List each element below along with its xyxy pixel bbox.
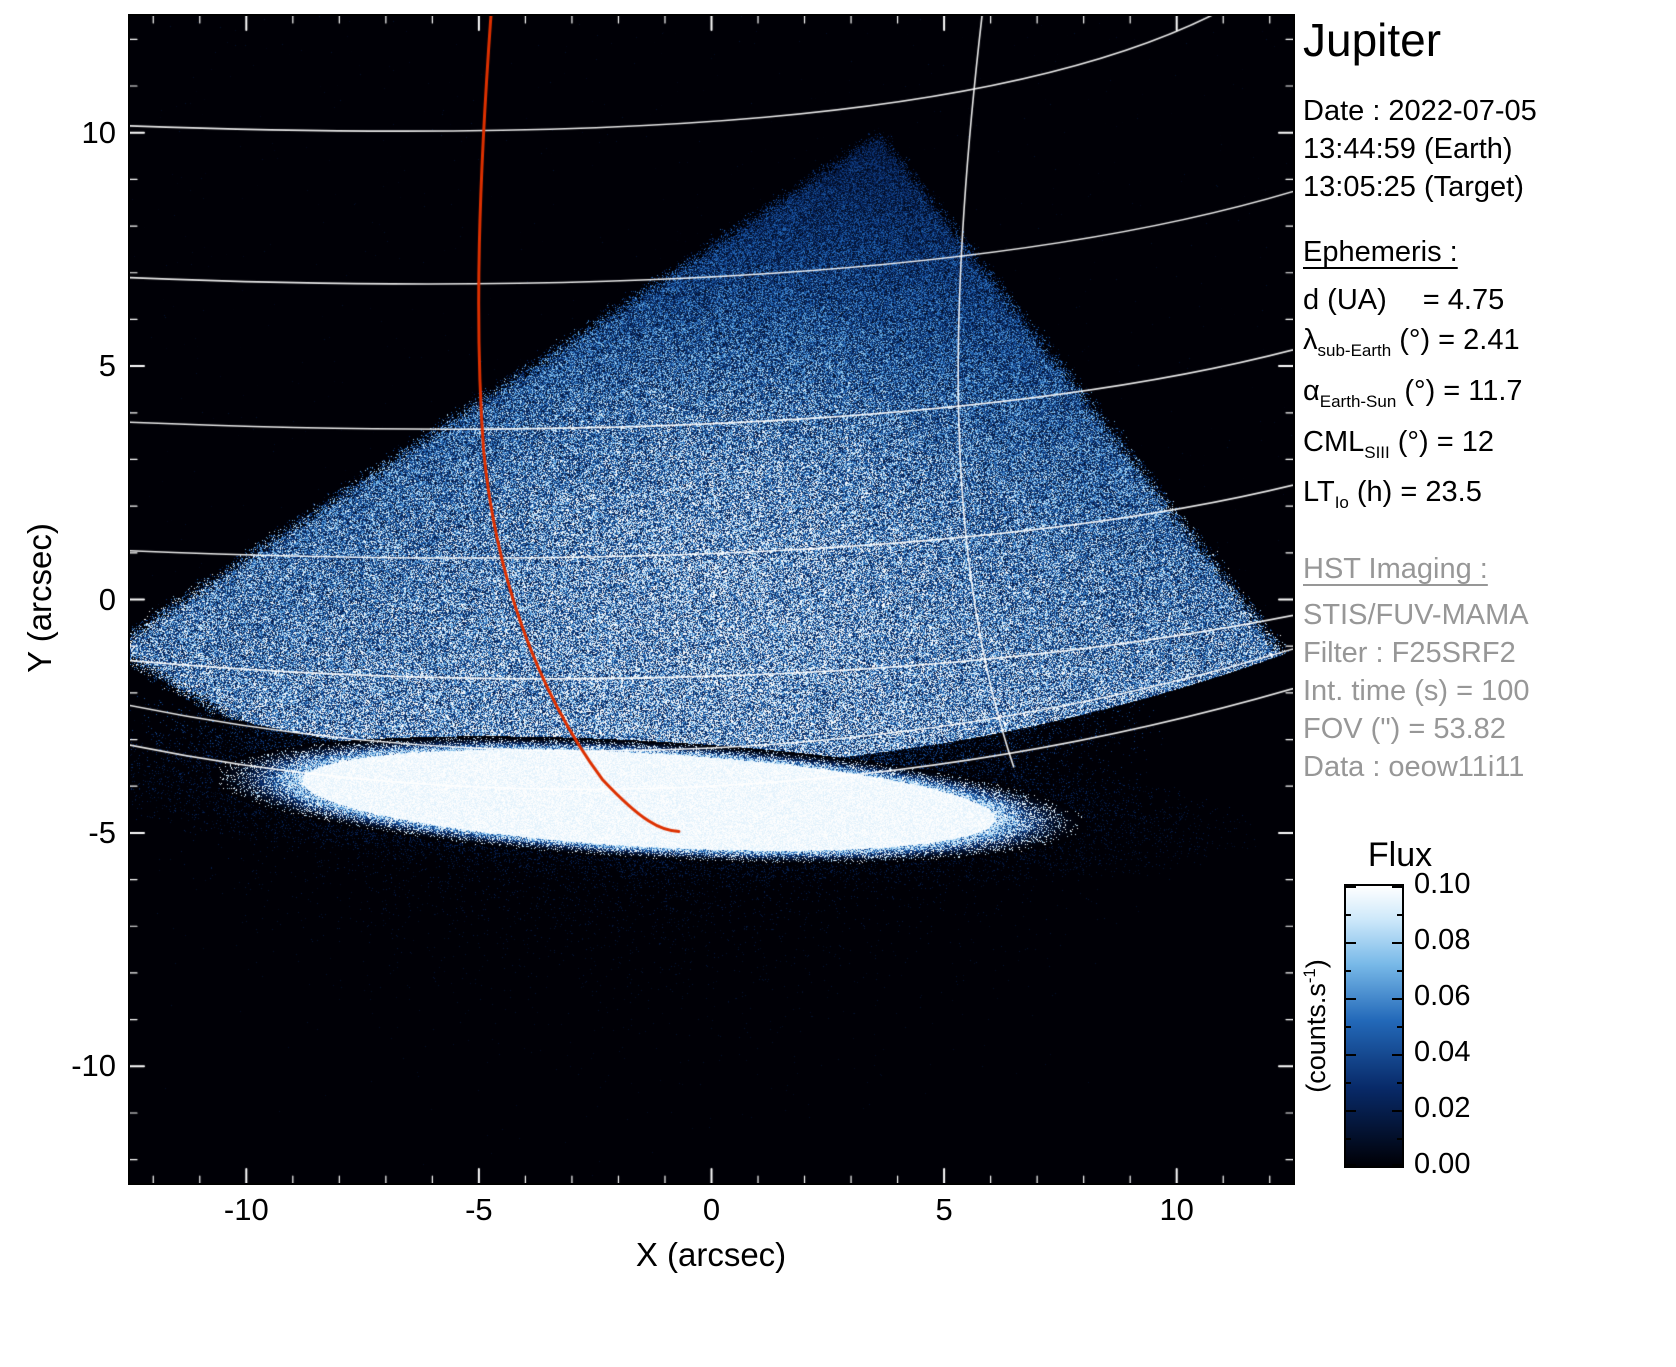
x-axis-title: X (arcsec) xyxy=(561,1236,861,1274)
ephemeris-quantity: LT xyxy=(1303,476,1335,508)
x-tick-label: -10 xyxy=(186,1192,306,1228)
hst-imaging-line: STIS/FUV-MAMA xyxy=(1303,596,1675,634)
ephemeris-subscript: SIII xyxy=(1364,442,1390,461)
colorbar-tick xyxy=(1392,1054,1402,1056)
x-tick-label: 5 xyxy=(884,1192,1004,1228)
colorbar-tick xyxy=(1397,1138,1402,1140)
ephemeris-heading: Ephemeris : xyxy=(1303,233,1675,271)
observation-line: 13:05:25 (Target) xyxy=(1303,168,1675,206)
colorbar-tick xyxy=(1397,914,1402,916)
ephemeris-subscript: sub-Earth xyxy=(1318,341,1392,360)
ephemeris-list: d (UA) = 4.75 λsub-Earth (°) = 2.41 αEarth-S… xyxy=(1303,280,1675,523)
ephemeris-value: (°) = 11.7 xyxy=(1404,375,1522,407)
colorbar-tick-value: 0.04 xyxy=(1414,1034,1470,1070)
hst-imaging-line: FOV (") = 53.82 xyxy=(1303,710,1675,748)
ephemeris-quantity: d (UA) xyxy=(1303,284,1387,316)
colorbar-tick-value: 0.08 xyxy=(1414,922,1470,958)
colorbar-tick-value: 0.06 xyxy=(1414,978,1470,1014)
hst-imaging-line: Data : oeow11i11 xyxy=(1303,748,1675,786)
colorbar-tick xyxy=(1346,1110,1356,1112)
colorbar-tick-value: 0.10 xyxy=(1414,866,1470,902)
ephemeris-value: = 4.75 xyxy=(1423,284,1504,316)
colorbar-tick xyxy=(1346,914,1351,916)
colorbar-tick xyxy=(1346,970,1351,972)
hst-imaging-list: STIS/FUV-MAMA Filter : F25SRF2 Int. time (… xyxy=(1303,596,1675,786)
colorbar-tick xyxy=(1346,942,1356,944)
colorbar-tick xyxy=(1392,886,1402,888)
colorbar xyxy=(1344,884,1404,1168)
colorbar-unit-close: ) xyxy=(1301,959,1331,968)
ephemeris-line: d (UA) = 4.75 xyxy=(1303,280,1675,320)
colorbar-tick xyxy=(1392,998,1402,1000)
hst-imaging-line: Int. time (s) = 100 xyxy=(1303,672,1675,710)
colorbar-unit-exponent: -1 xyxy=(1300,968,1319,983)
colorbar-tick xyxy=(1346,886,1356,888)
ephemeris-line: αEarth-Sun (°) = 11.7 xyxy=(1303,371,1675,422)
colorbar-unit-text: (counts.s xyxy=(1301,983,1331,1093)
colorbar-tick xyxy=(1397,1026,1402,1028)
colorbar-unit-label: (counts.s-1) xyxy=(1300,959,1332,1092)
target-title: Jupiter xyxy=(1303,14,1675,66)
plot-area xyxy=(128,14,1295,1185)
ephemeris-quantity: α xyxy=(1303,375,1320,407)
colorbar-tick xyxy=(1346,1026,1351,1028)
y-axis-title: Y (arcsec) xyxy=(21,523,59,673)
info-panel: Jupiter Date : 2022-07-05 13:44:59 (Earth… xyxy=(1303,0,1675,786)
colorbar-tick xyxy=(1392,1110,1402,1112)
colorbar-tick xyxy=(1346,1138,1351,1140)
ephemeris-line: λsub-Earth (°) = 2.41 xyxy=(1303,320,1675,371)
ephemeris-subscript: Earth-Sun xyxy=(1320,392,1397,411)
ephemeris-subscript: Io xyxy=(1335,493,1349,512)
colorbar-tick xyxy=(1392,1164,1402,1166)
colorbar-tick-value: 0.02 xyxy=(1414,1090,1470,1126)
x-tick-label: 0 xyxy=(652,1192,772,1228)
ephemeris-value: (°) = 12 xyxy=(1398,426,1494,458)
observation-times: Date : 2022-07-05 13:44:59 (Earth) 13:05:2… xyxy=(1303,92,1675,206)
ephemeris-line: LTIo (h) = 23.5 xyxy=(1303,472,1675,523)
colorbar-tick xyxy=(1392,942,1402,944)
colorbar-tick xyxy=(1346,1082,1351,1084)
observation-line: 13:44:59 (Earth) xyxy=(1303,130,1675,168)
colorbar-tick xyxy=(1397,970,1402,972)
ephemeris-quantity: λ xyxy=(1303,324,1318,356)
figure-root: -10 -5 0 5 10 10 5 0 -5 -10 X (arcsec) Y (arcsec… xyxy=(0,0,1676,1367)
y-tick-label: -10 xyxy=(26,1048,116,1084)
hst-imaging-heading: HST Imaging : xyxy=(1303,550,1675,588)
observation-line: Date : 2022-07-05 xyxy=(1303,92,1675,130)
colorbar-tick xyxy=(1346,1054,1356,1056)
ephemeris-line: CMLSIII (°) = 12 xyxy=(1303,422,1675,473)
hst-imaging-line: Filter : F25SRF2 xyxy=(1303,634,1675,672)
x-tick-label: 10 xyxy=(1117,1192,1237,1228)
y-tick-label: 10 xyxy=(26,115,116,151)
heatmap-canvas xyxy=(130,16,1293,1183)
colorbar-tick xyxy=(1346,998,1356,1000)
ephemeris-value: (h) = 23.5 xyxy=(1357,476,1482,508)
x-tick-label: -5 xyxy=(419,1192,539,1228)
ephemeris-value: (°) = 2.41 xyxy=(1399,324,1519,356)
ephemeris-quantity: CML xyxy=(1303,426,1364,458)
colorbar-tick xyxy=(1397,1082,1402,1084)
colorbar-tick-value: 0.00 xyxy=(1414,1146,1470,1182)
y-tick-label: 5 xyxy=(26,348,116,384)
colorbar-tick xyxy=(1346,1164,1356,1166)
y-tick-label: -5 xyxy=(26,815,116,851)
